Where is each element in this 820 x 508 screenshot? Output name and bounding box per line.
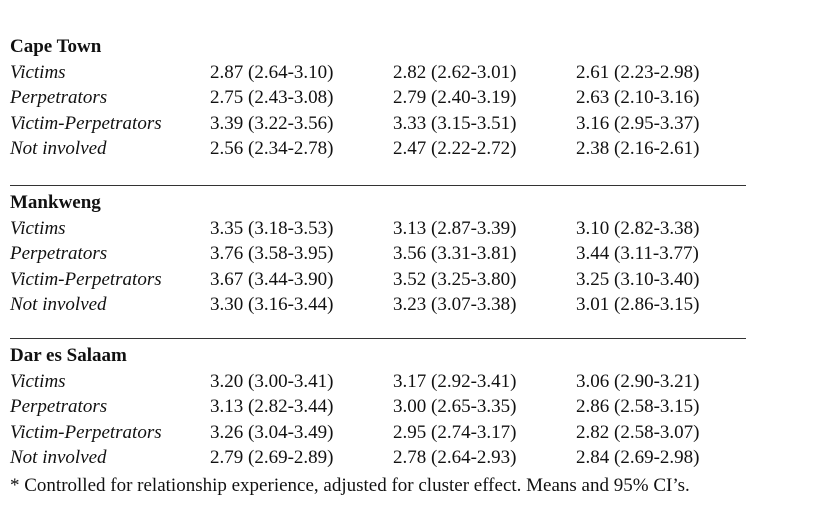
cell: 3.13 (2.82-3.44) [210,396,334,418]
cell: 2.61 (2.23-2.98) [576,61,700,83]
row-label: Not involved [10,294,107,316]
cell: 3.44 (3.11-3.77) [576,243,699,265]
divider [10,338,746,339]
cell: 3.26 (3.04-3.49) [210,421,334,443]
row-label: Perpetrators [10,243,108,265]
cell: 2.75 (2.43-3.08) [210,87,334,109]
cell: 3.33 (3.15-3.51) [393,112,517,134]
cell: 2.38 (2.16-2.61) [576,138,700,160]
cell: 2.87 (2.64-3.10) [210,61,334,83]
section-title: Cape Town [10,36,102,57]
row-label: Not involved [10,138,107,160]
cell: 3.52 (3.25-3.80) [393,268,517,290]
cell: 3.06 (2.90-3.21) [576,370,700,392]
cell: 3.00 (2.65-3.35) [393,396,517,418]
footnote: * Controlled for relationship experience… [10,475,690,496]
row-label: Victims [10,217,66,239]
row-label: Not involved [10,447,107,469]
cell: 3.13 (2.87-3.39) [393,217,517,239]
row-label: Victim-Perpetrators [10,421,162,443]
divider [10,185,746,186]
row-label: Victim-Perpetrators [10,268,162,290]
cell: 2.79 (2.69-2.89) [210,447,334,469]
cell: 3.30 (3.16-3.44) [210,294,334,316]
row-label: Victims [10,370,66,392]
cell: 3.35 (3.18-3.53) [210,217,334,239]
cell: 3.10 (2.82-3.38) [576,217,700,239]
cell: 2.82 (2.62-3.01) [393,61,517,83]
cell: 3.39 (3.22-3.56) [210,112,334,134]
row-label: Victims [10,61,66,83]
section-title: Mankweng [10,192,101,213]
cell: 2.82 (2.58-3.07) [576,421,700,443]
cell: 3.56 (3.31-3.81) [393,243,517,265]
cell: 3.67 (3.44-3.90) [210,268,334,290]
cell: 3.76 (3.58-3.95) [210,243,334,265]
cell: 3.25 (3.10-3.40) [576,268,700,290]
cell: 3.16 (2.95-3.37) [576,112,700,134]
cell: 2.56 (2.34-2.78) [210,138,334,160]
cell: 2.78 (2.64-2.93) [393,447,517,469]
cell: 3.23 (3.07-3.38) [393,294,517,316]
cell: 3.01 (2.86-3.15) [576,294,700,316]
row-label: Victim-Perpetrators [10,112,162,134]
cell: 2.63 (2.10-3.16) [576,87,700,109]
cell: 2.95 (2.74-3.17) [393,421,517,443]
cell: 3.17 (2.92-3.41) [393,370,517,392]
section-title: Dar es Salaam [10,345,127,366]
cell: 2.47 (2.22-2.72) [393,138,517,160]
row-label: Perpetrators [10,396,108,418]
row-label: Perpetrators [10,87,108,109]
cell: 2.84 (2.69-2.98) [576,447,700,469]
cell: 3.20 (3.00-3.41) [210,370,334,392]
cell: 2.79 (2.40-3.19) [393,87,517,109]
cell: 2.86 (2.58-3.15) [576,396,700,418]
